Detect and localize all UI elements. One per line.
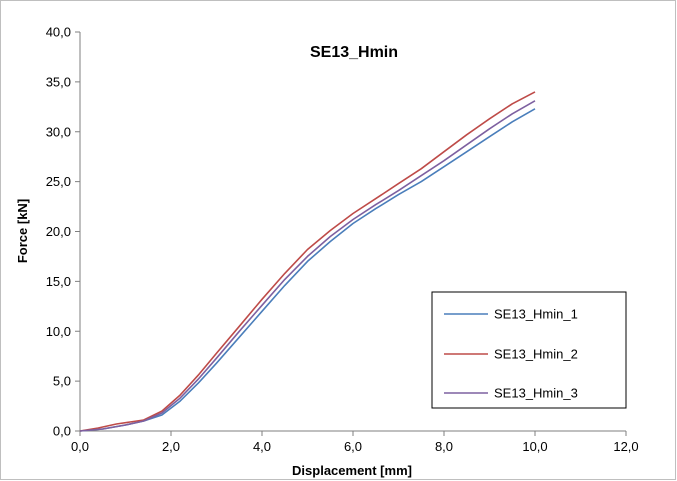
legend-item: SE13_Hmin_3 (444, 386, 578, 401)
y-axis-title: Force [kN] (15, 199, 30, 263)
series-line-3 (79, 100, 536, 432)
y-tick-label: 40,0 (46, 25, 71, 40)
y-tick-label: 0,0 (53, 424, 71, 439)
legend-label: SE13_Hmin_3 (494, 386, 578, 401)
legend-label: SE13_Hmin_1 (494, 307, 578, 322)
y-tick-label: 15,0 (46, 274, 71, 289)
x-axis: 0,0 2,0 4,0 6,0 8,0 10,0 12,0 (71, 430, 639, 454)
y-tick-label: 35,0 (46, 74, 71, 89)
x-tick-label: 0,0 (71, 439, 89, 454)
chart-title: SE13_Hmin (310, 44, 398, 61)
series-line-1 (79, 108, 536, 432)
x-axis-title: Displacement [mm] (292, 463, 412, 478)
series-layer (79, 91, 536, 432)
series-line-2 (79, 91, 536, 432)
y-tick-label: 30,0 (46, 124, 71, 139)
x-tick-label: 12,0 (613, 439, 638, 454)
legend-item: SE13_Hmin_2 (444, 347, 578, 362)
legend-box (431, 291, 627, 409)
y-axis: 0,0 5,0 10,0 15,0 20,0 25,0 30,0 35,0 40,0 (46, 25, 81, 439)
legend: SE13_Hmin_1 SE13_Hmin_2 SE13_Hmin_3 (431, 291, 627, 409)
x-tick-label: 8,0 (435, 439, 453, 454)
legend-label: SE13_Hmin_2 (494, 347, 578, 362)
x-tick-label: 4,0 (253, 439, 271, 454)
y-tick-label: 20,0 (46, 224, 71, 239)
y-tick-label: 25,0 (46, 174, 71, 189)
y-tick-label: 10,0 (46, 324, 71, 339)
x-tick-label: 6,0 (344, 439, 362, 454)
x-tick-label: 2,0 (162, 439, 180, 454)
y-tick-label: 5,0 (53, 374, 71, 389)
legend-items: SE13_Hmin_1 SE13_Hmin_2 SE13_Hmin_3 (444, 307, 578, 401)
legend-item: SE13_Hmin_1 (444, 307, 578, 322)
x-tick-label: 10,0 (522, 439, 547, 454)
